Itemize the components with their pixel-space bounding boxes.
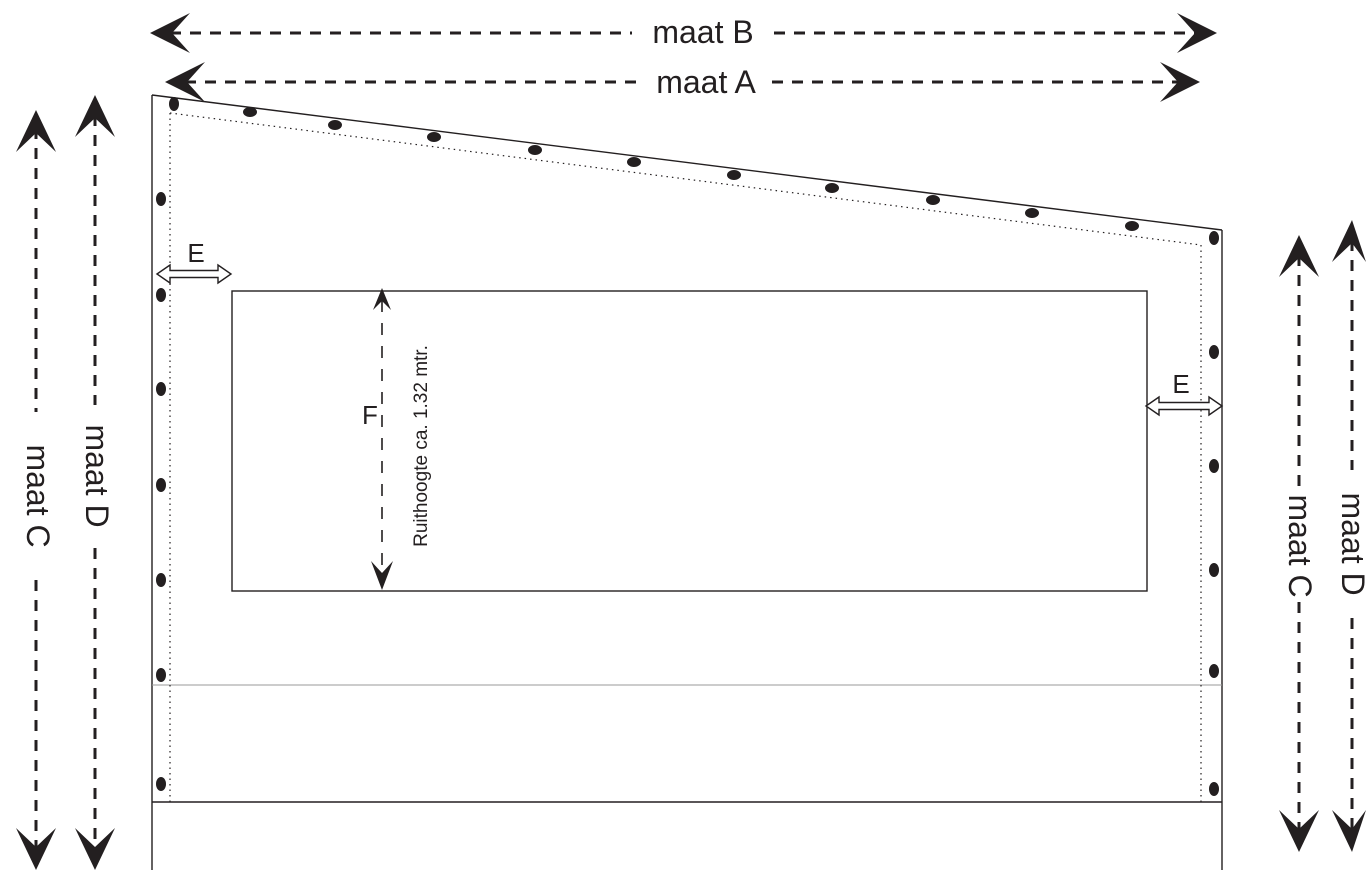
maat-a-label: maat A <box>656 64 756 100</box>
maat-b-label: maat B <box>652 14 753 50</box>
window-rectangle <box>231 290 1148 592</box>
arrow-down-icon <box>75 828 115 870</box>
arrow-up-icon <box>1332 220 1366 262</box>
arrow-up-icon <box>16 110 56 152</box>
grommet <box>156 573 166 587</box>
e-label-right: E <box>1172 369 1189 399</box>
grommet <box>1209 563 1219 577</box>
grommet <box>1209 664 1219 678</box>
grommet <box>1209 231 1219 245</box>
e-label-left: E <box>187 238 204 268</box>
dimension-maat-c-left: maat C <box>16 110 56 870</box>
arrow-left-icon <box>150 13 190 53</box>
maat-c-label: maat C <box>1282 494 1318 597</box>
grommet <box>1025 208 1039 218</box>
grommet <box>169 97 179 111</box>
grommets <box>156 97 1219 796</box>
grommet <box>427 132 441 142</box>
grommet <box>156 288 166 302</box>
grommet <box>243 107 257 117</box>
maat-d-label: maat D <box>1335 492 1366 595</box>
dimension-maat-b: maat B <box>150 13 1217 53</box>
grommet <box>528 145 542 155</box>
maat-d-label: maat D <box>79 424 115 527</box>
arrow-up-icon <box>373 288 391 310</box>
arrow-down-icon <box>16 828 56 870</box>
grommet <box>156 478 166 492</box>
grommet <box>156 192 166 206</box>
maat-c-label: maat C <box>20 444 56 547</box>
grommet <box>156 777 166 791</box>
panel-top-edge <box>151 94 1223 231</box>
grommet <box>627 157 641 167</box>
grommet <box>1209 782 1219 796</box>
panel-outline <box>151 94 1223 870</box>
arrow-down-icon <box>1332 810 1366 852</box>
seam-top <box>169 112 1202 246</box>
grommet <box>328 120 342 130</box>
arrow-up-icon <box>75 95 115 137</box>
double-arrow-icon <box>155 263 233 285</box>
grommet <box>926 195 940 205</box>
dimension-maat-c-right: maat C <box>1279 235 1319 852</box>
dimension-e-right: E <box>1144 369 1224 417</box>
grommet <box>727 170 741 180</box>
grommet <box>1125 221 1139 231</box>
dimension-maat-a: maat A <box>165 62 1200 102</box>
dimension-e-left: E <box>155 238 233 285</box>
arrow-left-icon <box>165 62 205 102</box>
arrow-right-icon <box>1177 13 1217 53</box>
arrow-down-icon <box>1279 810 1319 852</box>
grommet <box>1209 459 1219 473</box>
window-height-label: Ruithoogte ca. 1.32 mtr. <box>411 345 432 547</box>
grommet <box>156 668 166 682</box>
dimension-maat-d-left: maat D <box>75 95 115 870</box>
f-label: F <box>362 400 378 430</box>
grommet <box>1209 345 1219 359</box>
arrow-right-icon <box>1160 62 1200 102</box>
arrow-up-icon <box>1279 235 1319 277</box>
dimension-maat-d-right: maat D <box>1332 220 1366 852</box>
double-arrow-icon <box>1144 395 1224 417</box>
inner-seam <box>169 112 1202 802</box>
grommet <box>156 382 166 396</box>
dimension-f: F Ruithoogte ca. 1.32 mtr. <box>362 288 432 590</box>
arrow-down-icon <box>371 561 393 590</box>
grommet <box>825 183 839 193</box>
